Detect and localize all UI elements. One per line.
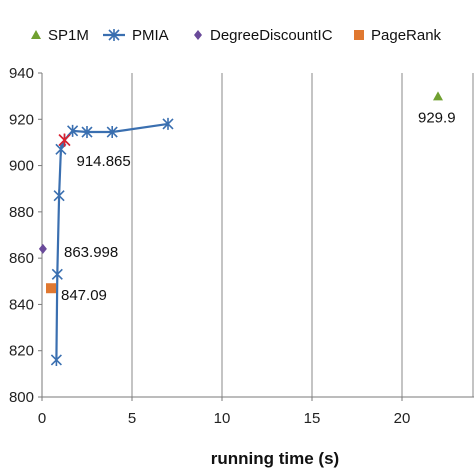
tick-labels: 800 820 840 860 880 900 920 940 0 5 10 15 20 bbox=[9, 65, 410, 427]
pmia-point-8 bbox=[162, 117, 174, 130]
data-label-2: 863.998 bbox=[64, 244, 118, 261]
pmia-point-6 bbox=[81, 126, 93, 139]
pmia-point-2 bbox=[53, 189, 65, 202]
degreediscountic-point-0 bbox=[38, 243, 47, 254]
y-tick-label-920: 920 bbox=[9, 111, 34, 128]
legend: SP1M PMIA DegreeDiscountIC PageRank bbox=[31, 27, 442, 44]
legend-label-degreediscountic: DegreeDiscountIC bbox=[210, 27, 333, 44]
data-label-3: 847.09 bbox=[61, 287, 107, 304]
y-tick-label-900: 900 bbox=[9, 158, 34, 175]
y-tick-label-940: 940 bbox=[9, 65, 34, 82]
grid-lines bbox=[131, 73, 474, 397]
x-tick-label-20: 20 bbox=[394, 410, 411, 427]
x-tick-label-15: 15 bbox=[304, 410, 321, 427]
y-tick-label-880: 880 bbox=[9, 204, 34, 221]
pagerank-point-0 bbox=[46, 283, 56, 294]
legend-marker-pagerank bbox=[354, 30, 364, 40]
legend-marker-sp1m bbox=[31, 30, 41, 39]
x-tick-label-0: 0 bbox=[38, 410, 46, 427]
pmia-point-1 bbox=[51, 268, 63, 281]
pmia-highlight-point bbox=[58, 133, 71, 147]
y-tick-label-840: 840 bbox=[9, 296, 34, 313]
legend-marker-degreediscountic bbox=[194, 30, 202, 40]
axes bbox=[38, 72, 474, 401]
x-tick-label-5: 5 bbox=[128, 410, 136, 427]
x-axis-label: running time (s) bbox=[211, 449, 339, 468]
y-tick-label-820: 820 bbox=[9, 343, 34, 360]
pmia-point-0 bbox=[50, 353, 62, 366]
x-tick-label-10: 10 bbox=[214, 410, 231, 427]
data-label-0: 929.9 bbox=[418, 109, 456, 126]
y-tick-label-860: 860 bbox=[9, 250, 34, 267]
legend-marker-pmia bbox=[108, 29, 120, 41]
data-marks bbox=[38, 91, 443, 366]
data-label-1: 914.865 bbox=[77, 153, 131, 170]
pmia-point-5 bbox=[67, 124, 79, 137]
sp1m-point-0 bbox=[433, 91, 443, 101]
data-annotations: 929.9 914.865 863.998 847.09 bbox=[61, 109, 456, 304]
y-tick-label-800: 800 bbox=[9, 389, 34, 406]
pmia-point-7 bbox=[106, 126, 118, 139]
legend-label-sp1m: SP1M bbox=[48, 27, 89, 44]
legend-label-pagerank: PageRank bbox=[371, 27, 442, 44]
legend-label-pmia: PMIA bbox=[132, 27, 169, 44]
